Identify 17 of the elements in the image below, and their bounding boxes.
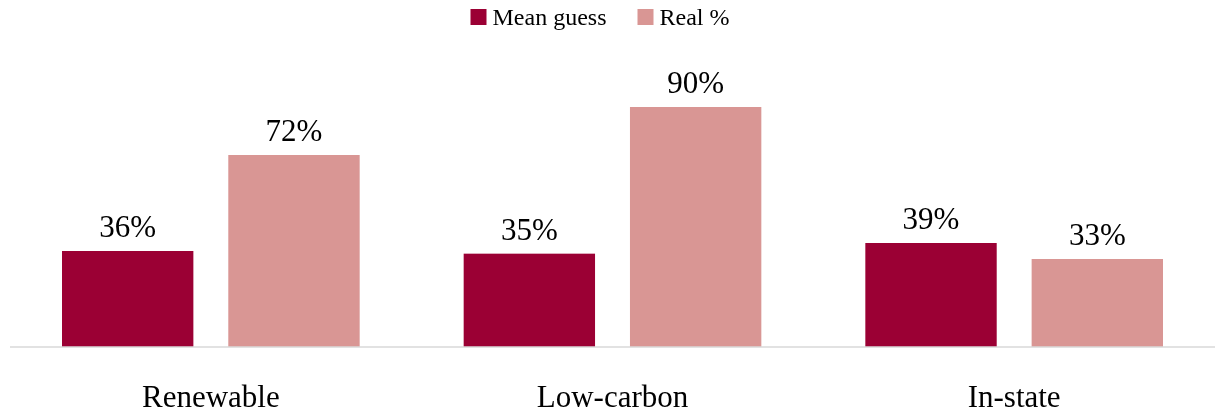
bar: [865, 243, 997, 347]
bar: [1031, 259, 1163, 347]
bar: [62, 251, 194, 347]
data-label: 90%: [667, 65, 725, 100]
data-label: 36%: [99, 209, 157, 244]
x-tick-label: Low-carbon: [536, 379, 689, 410]
data-label: 35%: [500, 211, 558, 247]
x-tick-label: Renewable: [141, 379, 280, 410]
x-tick-label: In-state: [967, 379, 1061, 410]
data-label: 33%: [1068, 217, 1126, 252]
bar: [463, 253, 596, 347]
data-label: 72%: [265, 113, 323, 148]
bar: [629, 107, 762, 347]
bar: [228, 155, 360, 347]
legend-label: Real %: [659, 4, 730, 30]
data-label: 39%: [902, 201, 960, 236]
legend-label: Mean guess: [492, 4, 607, 30]
